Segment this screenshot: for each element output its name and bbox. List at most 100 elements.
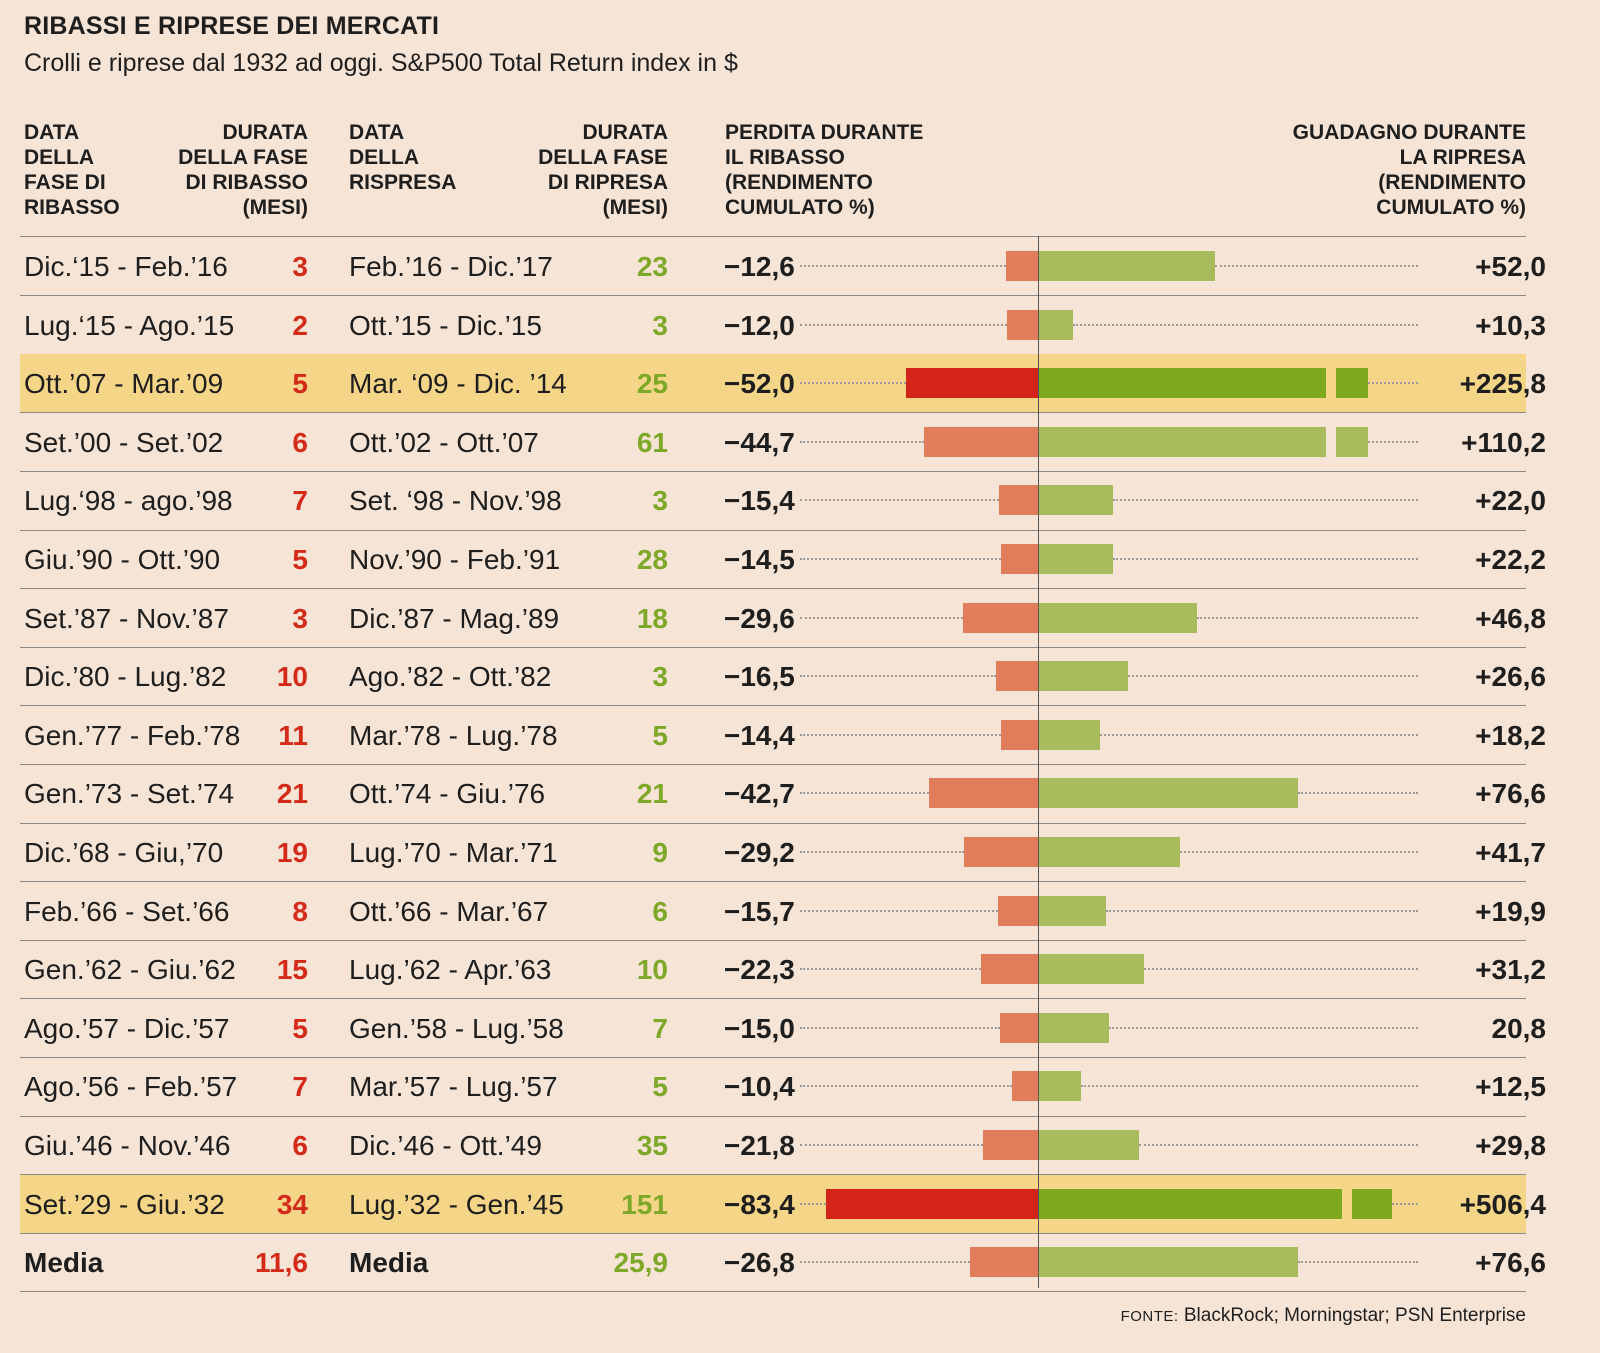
- loss-value: −14,4: [724, 719, 795, 751]
- fall-period: Set.’87 - Nov.’87: [24, 602, 229, 634]
- leader-dots-right: [1144, 968, 1418, 971]
- gain-value: +19,9: [1475, 895, 1546, 927]
- gain-value: +29,8: [1475, 1130, 1546, 1161]
- header-loss: PERDITA DURANTE IL RIBASSO (RENDIMENTO C…: [725, 121, 924, 219]
- leader-dots-left: [800, 616, 963, 619]
- fall-duration: 6: [292, 1130, 308, 1161]
- recovery-period: Lug.’32 - Gen.’45: [349, 1188, 564, 1220]
- table-rule: [20, 705, 1526, 707]
- recovery-duration: 61: [636, 426, 668, 458]
- fall-duration: 10: [276, 661, 308, 693]
- loss-value: −52,0: [724, 368, 795, 400]
- gain-bar: [1038, 1130, 1140, 1160]
- table-rule: [20, 763, 1526, 765]
- table-rule: [20, 1056, 1526, 1058]
- leader-dots-right: [1139, 1144, 1418, 1146]
- fall-period: Lug.‘15 - Ago.’15: [24, 309, 235, 341]
- recovery-duration: 5: [652, 1071, 668, 1103]
- recovery-duration: 25: [636, 368, 668, 400]
- leader-dots-left: [800, 1026, 1000, 1029]
- recovery-period: Lug.’70 - Mar.’71: [349, 837, 558, 868]
- gain-bar: [1038, 368, 1326, 399]
- header-date-fall: DATA DELLA FASE DI RIBASSO: [24, 121, 120, 219]
- loss-bar: [982, 1130, 1038, 1160]
- fall-period: Ago.’57 - Dic.’57: [24, 1012, 230, 1044]
- loss-bar: [1005, 251, 1038, 281]
- table-row: Set.’00 - Set.’02 6 Ott.’02 - Ott.’07 61 −44…: [20, 413, 1546, 471]
- leader-dots-left: [800, 1144, 983, 1146]
- fall-period: Giu.’46 - Nov.’46: [24, 1130, 231, 1161]
- leader-dots-right: [1128, 675, 1418, 678]
- leader-dots-right: [1298, 792, 1418, 795]
- fall-period: Set.’29 - Giu.’32: [24, 1188, 225, 1220]
- leader-dots-left: [800, 440, 925, 443]
- source-text: BlackRock; Morningstar; PSN Enterprise: [1183, 1305, 1526, 1326]
- gain-value: +31,2: [1475, 954, 1546, 986]
- fall-duration: 3: [292, 251, 308, 282]
- leader-dots-left: [800, 382, 906, 385]
- gain-value: +76,6: [1475, 778, 1546, 810]
- leader-dots-left: [800, 968, 982, 971]
- loss-value: −15,0: [724, 1012, 795, 1044]
- loss-bar: [969, 1247, 1038, 1278]
- recovery-duration: 3: [652, 485, 668, 517]
- fall-duration: 6: [292, 426, 308, 458]
- gain-value: +22,2: [1475, 544, 1546, 575]
- table-row: Media 11,6 Media 25,9 −26,8 +76,6: [20, 1233, 1546, 1291]
- header-duration-recovery: DURATA DELLA FASE DI RIPRESA (MESI): [538, 121, 668, 219]
- gain-value: +22,0: [1475, 485, 1546, 517]
- leader-dots-right: [1368, 440, 1418, 443]
- recovery-period: Set. ‘98 - Nov.’98: [349, 485, 562, 517]
- gain-value: +225,8: [1459, 368, 1546, 400]
- loss-bar: [1011, 1071, 1038, 1102]
- gain-bar: [1038, 954, 1145, 985]
- gain-bar: [1038, 309, 1074, 340]
- fall-period: Dic.’80 - Lug.’82: [24, 661, 227, 693]
- loss-bar: [1007, 309, 1038, 340]
- leader-dots-left: [800, 499, 999, 502]
- loss-bar: [998, 895, 1038, 926]
- fall-period: Giu.’90 - Ott.’90: [24, 544, 221, 575]
- table-rule: [20, 881, 1526, 883]
- chart-title: RIBASSI E RIPRESE DEI MERCATI: [24, 12, 440, 40]
- leader-dots-right: [1113, 558, 1418, 560]
- recovery-duration: 3: [652, 661, 668, 693]
- leader-dots-right: [1197, 616, 1418, 619]
- gain-bar: [1038, 1188, 1342, 1219]
- leader-dots-left: [800, 265, 1006, 267]
- loss-value: −15,4: [724, 485, 795, 517]
- recovery-duration: 35: [636, 1130, 668, 1161]
- table-rule: [20, 1291, 1526, 1293]
- table-rule: [20, 470, 1526, 472]
- fall-period: Media: [24, 1247, 104, 1279]
- fall-duration: 7: [292, 1071, 308, 1103]
- recovery-duration: 5: [652, 719, 668, 751]
- gain-value: +12,5: [1475, 1071, 1546, 1103]
- fall-period: Set.’00 - Set.’02: [24, 426, 224, 458]
- table-row: Set.’29 - Giu.’32 34 Lug.’32 - Gen.’45 151 −…: [20, 1174, 1546, 1233]
- table-rule: [20, 1232, 1526, 1234]
- recovery-duration: 9: [652, 837, 668, 868]
- recovery-duration: 25,9: [613, 1247, 669, 1279]
- fall-period: Gen.’77 - Feb.’78: [24, 719, 241, 751]
- zero-axis: [1038, 236, 1039, 1288]
- leader-dots-right: [1108, 1026, 1418, 1029]
- leader-dots-left: [800, 675, 997, 678]
- loss-bar: [826, 1188, 1038, 1219]
- table-rule: [20, 529, 1526, 531]
- loss-value: −42,7: [724, 778, 795, 810]
- loss-bar: [962, 602, 1038, 633]
- gain-value: +41,7: [1475, 837, 1546, 868]
- header-date-recovery: DATA DELLA RISPRESA: [349, 121, 457, 194]
- table-rule: [20, 998, 1526, 1000]
- gain-bar: [1038, 778, 1299, 809]
- table-row: Gen.’77 - Feb.’78 11 Mar.’78 - Lug.’78 5 −14…: [20, 706, 1546, 764]
- leader-dots-left: [800, 733, 1002, 736]
- recovery-period: Media: [349, 1247, 429, 1279]
- fall-duration: 5: [292, 544, 308, 575]
- recovery-period: Ott.’66 - Mar.’67: [349, 895, 549, 927]
- leader-dots-right: [1298, 1261, 1418, 1264]
- gain-bar-stub: [1336, 368, 1368, 399]
- recovery-period: Mar.’78 - Lug.’78: [349, 719, 558, 751]
- loss-value: −15,7: [724, 895, 795, 927]
